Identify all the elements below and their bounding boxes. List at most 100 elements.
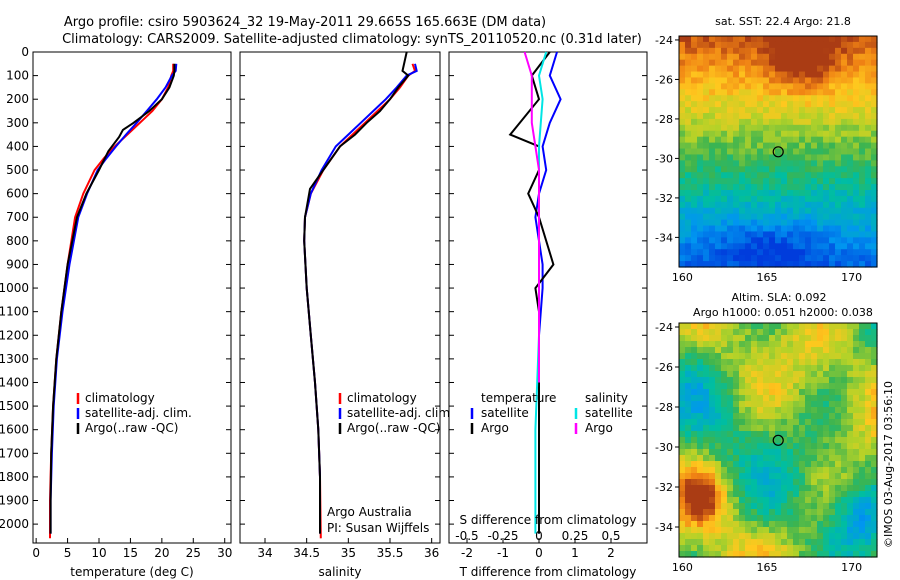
sla-map-cell <box>799 539 806 546</box>
sst-map-cell <box>697 255 704 262</box>
sst-map-cell <box>799 118 806 126</box>
sst-map-cell <box>769 237 776 244</box>
sst-map-cell <box>733 184 740 191</box>
sst-map-cell <box>841 231 848 238</box>
sst-map-cell <box>775 47 782 55</box>
sst-map-cell <box>817 190 824 197</box>
sst-map-cell <box>805 107 812 114</box>
sst-map-cell <box>757 148 764 156</box>
sla-map-cell <box>751 533 758 540</box>
sla-map-cell <box>871 425 878 432</box>
sla-map-cell <box>865 383 872 390</box>
sla-map-cell <box>859 377 866 384</box>
sst-map-cell <box>697 237 704 244</box>
sst-map-cell <box>721 130 728 138</box>
sst-map-cell <box>739 101 746 108</box>
sst-map-cell <box>817 261 824 268</box>
sla-map-cell <box>715 443 722 450</box>
sst-map-cell <box>835 231 842 238</box>
sla-map-cell <box>853 413 860 420</box>
sla-map-cell <box>721 455 728 462</box>
sla-map-cell <box>727 329 734 336</box>
sst-map-cell <box>823 255 830 262</box>
sla-map-cell <box>703 533 710 540</box>
sst-map-cell <box>859 107 866 114</box>
sla-map-cell <box>679 527 686 534</box>
sla-map-cell <box>841 533 848 540</box>
sla-map-cell <box>835 431 842 438</box>
sst-map-cell <box>757 59 764 67</box>
sst-map-cell <box>781 101 788 108</box>
sst-map-cell <box>757 65 764 73</box>
sst-map-cell <box>709 225 716 233</box>
sla-map-cell <box>727 497 734 504</box>
sst-map-cell <box>715 89 722 96</box>
sla-map-cell <box>811 467 818 474</box>
sla-map-cell <box>793 467 800 474</box>
sla-map-cell <box>763 515 770 522</box>
sst-map-cell <box>733 47 740 55</box>
sst-map-cell <box>715 243 722 250</box>
sla-map-cell <box>835 413 842 420</box>
sla-map-cell <box>793 407 800 414</box>
sst-map-cell <box>685 36 692 43</box>
sla-map-cell <box>775 545 782 552</box>
sst-map-cell <box>829 166 836 173</box>
sst-map-cell <box>685 142 692 150</box>
sst-map-cell <box>775 201 782 209</box>
sla-map-cell <box>697 539 704 546</box>
sst-map-cell <box>685 41 692 49</box>
sla-map-cell <box>679 383 686 390</box>
sla-map-cell <box>763 497 770 504</box>
sst-map-cell <box>709 47 716 55</box>
sla-map-cell <box>811 503 818 510</box>
sst-map-cell <box>841 190 848 197</box>
sst-map-cell <box>733 113 740 120</box>
sst-map-cell <box>763 47 770 55</box>
sla-map-cell <box>787 413 794 420</box>
sst-map-cell <box>727 107 734 114</box>
sst-map-cell <box>781 249 788 256</box>
sla-map-cell <box>697 371 704 378</box>
sst-map-cell <box>703 166 710 173</box>
sla-map-cell <box>715 491 722 498</box>
sla-map-cell <box>805 479 812 486</box>
sst-map-cell <box>817 249 824 256</box>
sla-map-cell <box>679 449 686 456</box>
sst-map-cell <box>763 113 770 120</box>
sst-map-cell <box>781 190 788 197</box>
sla-map-cell <box>721 437 728 444</box>
sst-map-cell <box>793 195 800 203</box>
sla-map-cell <box>715 383 722 390</box>
sla-map-cell <box>691 491 698 498</box>
sst-map-cell <box>769 213 776 221</box>
sla-map-cell <box>787 347 794 354</box>
sst-map-cell <box>817 107 824 114</box>
sst-map-cell <box>751 237 758 244</box>
sst-map-cell <box>829 148 836 156</box>
sla-map-cell <box>835 503 842 510</box>
sst-map-cell <box>685 130 692 138</box>
sst-map-cell <box>745 130 752 138</box>
sla-map-cell <box>853 425 860 432</box>
sla-map-cell <box>781 329 788 336</box>
sst-map-cell <box>697 53 704 61</box>
sla-map-cell <box>679 515 686 522</box>
sst-map-cell <box>703 237 710 244</box>
sla-map-cell <box>745 419 752 426</box>
sst-map-cell <box>703 118 710 126</box>
sla-map-cell <box>805 401 812 408</box>
temperature-xtick-label: 30 <box>217 546 232 560</box>
sst-map-cell <box>775 59 782 67</box>
sla-map-cell <box>703 413 710 420</box>
sst-map-cell <box>847 148 854 156</box>
sst-map-cell <box>763 243 770 250</box>
sla-map-cell <box>853 377 860 384</box>
sla-map-cell <box>823 401 830 408</box>
sla-map-cell <box>787 401 794 408</box>
sst-map-cell <box>709 89 716 96</box>
sst-map-cell <box>691 124 698 132</box>
sla-map-cell <box>871 473 878 480</box>
sla-map-cell <box>787 449 794 456</box>
sla-map-cell <box>829 407 836 414</box>
